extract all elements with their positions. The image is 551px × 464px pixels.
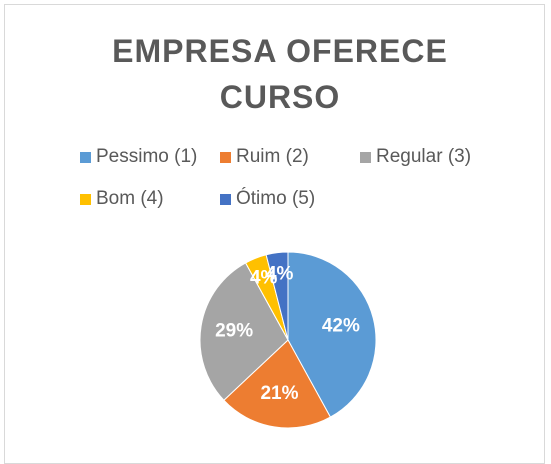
legend-swatch	[80, 151, 91, 163]
pie-chart: 42% 21% 29% 4%4%	[199, 251, 377, 429]
legend: Pessimo (1) Ruim (2) Regular (3) Bom (4) Óti…	[80, 146, 510, 210]
chart-title: EMPRESA OFERECE CURSO	[112, 33, 448, 115]
legend-swatch	[220, 151, 231, 163]
legend-swatch	[360, 151, 371, 163]
legend-swatch	[80, 193, 91, 205]
legend-label: Bom (4)	[96, 188, 164, 209]
legend-label: Regular (3)	[376, 146, 472, 167]
legend-item: Ótimo (5)	[220, 188, 360, 210]
pie-slice	[287, 251, 377, 418]
legend-label: Ruim (2)	[236, 146, 309, 167]
pie-slice	[265, 251, 289, 341]
page: EMPRESA OFERECE CURSO Pessimo (1) Ruim (2…	[4, 4, 545, 464]
data-label: 42%	[322, 315, 360, 336]
data-label: 4%	[266, 264, 294, 285]
legend-label: Ótimo (5)	[236, 188, 316, 209]
pie-slice	[199, 262, 289, 401]
legend-item: Bom (4)	[80, 188, 220, 210]
pie-slice	[223, 339, 332, 429]
data-label: 29%	[215, 320, 253, 341]
legend-label: Pessimo (1)	[96, 146, 198, 167]
data-label: 21%	[260, 383, 298, 404]
legend-item: Regular (3)	[360, 146, 510, 168]
legend-item: Pessimo (1)	[80, 146, 220, 168]
legend-item: Ruim (2)	[220, 146, 360, 168]
legend-swatch	[220, 193, 231, 205]
data-label: 4%	[250, 268, 278, 289]
